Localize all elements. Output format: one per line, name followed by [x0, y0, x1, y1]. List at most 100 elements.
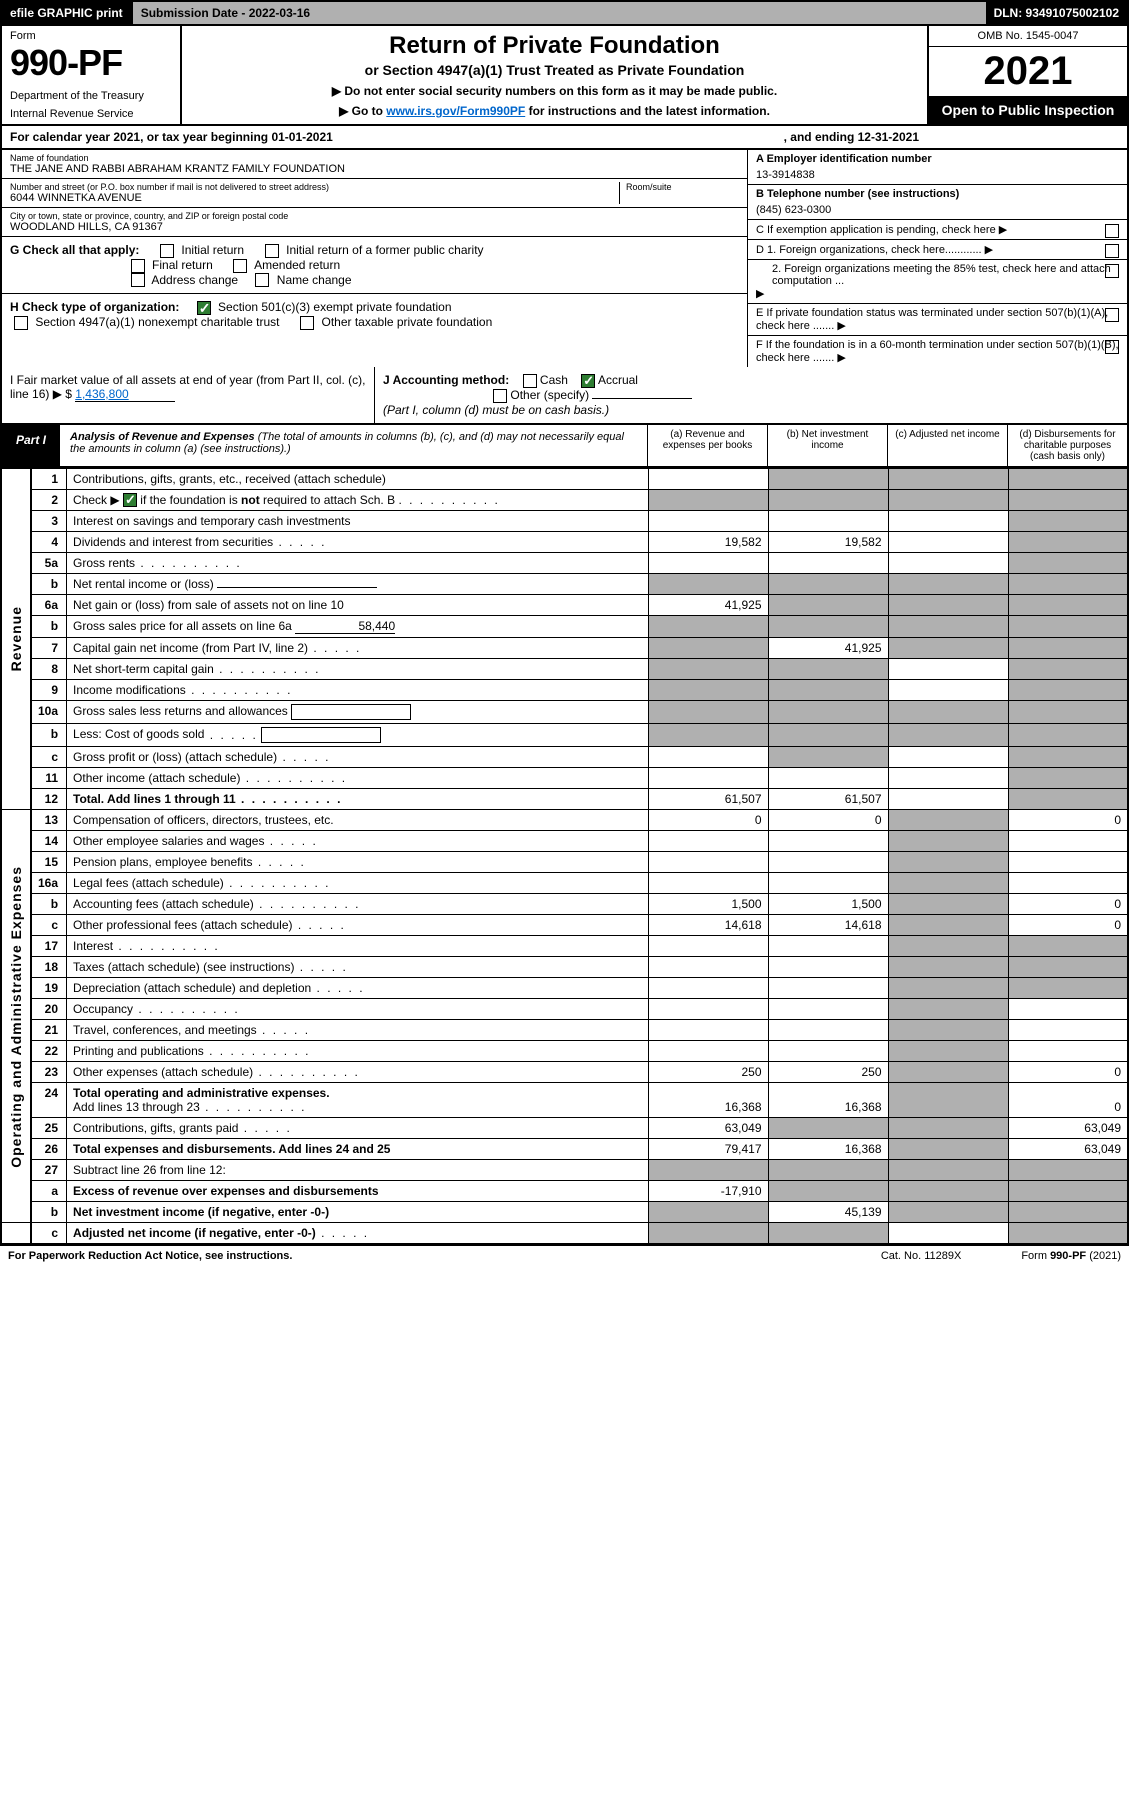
line-2: Check ▶ if the foundation is not require… — [67, 489, 648, 511]
d1-label: D 1. Foreign organizations, check here..… — [756, 244, 982, 256]
goto-note: ▶ Go to www.irs.gov/Form990PF for instru… — [194, 104, 915, 118]
line-25-text: Contributions, gifts, grants paid — [73, 1121, 238, 1135]
line-21: Travel, conferences, and meetings — [67, 1020, 648, 1041]
l26-b: 16,368 — [768, 1139, 888, 1160]
c-checkbox[interactable] — [1105, 224, 1119, 238]
omb-number: OMB No. 1545-0047 — [929, 26, 1127, 47]
name-change-checkbox[interactable] — [255, 273, 269, 287]
d2-label: 2. Foreign organizations meeting the 85%… — [756, 263, 1119, 287]
line-22: Printing and publications — [67, 1041, 648, 1062]
col-c-header: (c) Adjusted net income — [887, 425, 1007, 466]
form-number: 990-PF — [10, 42, 172, 84]
g-o3: Final return — [152, 258, 213, 272]
line-13: Compensation of officers, directors, tru… — [67, 810, 648, 831]
amended-return-checkbox[interactable] — [233, 259, 247, 273]
section-h: H Check type of organization: Section 50… — [2, 294, 747, 336]
501c3-checkbox[interactable] — [197, 301, 211, 315]
line-6a: Net gain or (loss) from sale of assets n… — [67, 595, 648, 616]
l26-d: 63,049 — [1008, 1139, 1128, 1160]
l27a-a: -17,910 — [648, 1181, 768, 1202]
room-label: Room/suite — [626, 182, 739, 192]
line-6b-text: Gross sales price for all assets on line… — [73, 619, 292, 633]
line-22-text: Printing and publications — [73, 1044, 204, 1058]
j-cash: Cash — [540, 373, 568, 387]
other-checkbox[interactable] — [493, 389, 507, 403]
form-word: Form — [10, 30, 172, 42]
l16b-a: 1,500 — [648, 894, 768, 915]
f-checkbox[interactable] — [1105, 340, 1119, 354]
line-18: Taxes (attach schedule) (see instruction… — [67, 957, 648, 978]
line-1: Contributions, gifts, grants, etc., rece… — [67, 468, 648, 489]
l12-b: 61,507 — [768, 789, 888, 810]
arrow-icon: ▶ — [999, 223, 1007, 236]
efile-label[interactable]: efile GRAPHIC print — [2, 2, 131, 24]
initial-former-checkbox[interactable] — [265, 244, 279, 258]
fmv-value[interactable]: 1,436,800 — [75, 387, 175, 402]
c-exemption-row: C If exemption application is pending, c… — [748, 220, 1127, 240]
l6b-val: 58,440 — [295, 619, 395, 634]
line-26: Total expenses and disbursements. Add li… — [67, 1139, 648, 1160]
form990pf-link[interactable]: www.irs.gov/Form990PF — [386, 104, 525, 118]
g-o5: Address change — [151, 273, 238, 287]
l12-a: 61,507 — [648, 789, 768, 810]
l16b-b: 1,500 — [768, 894, 888, 915]
final-return-checkbox[interactable] — [131, 259, 145, 273]
4947a1-checkbox[interactable] — [14, 316, 28, 330]
line-16b-text: Accounting fees (attach schedule) — [73, 897, 254, 911]
j-other: Other (specify) — [510, 388, 589, 402]
d1-checkbox[interactable] — [1105, 244, 1119, 258]
l7-b: 41,925 — [768, 638, 888, 659]
ssn-note: ▶ Do not enter social security numbers o… — [194, 84, 915, 98]
l13-a: 0 — [648, 810, 768, 831]
line-5b: Net rental income or (loss) — [67, 574, 648, 595]
tax-year: 2021 — [929, 47, 1127, 96]
name-label: Name of foundation — [10, 153, 739, 163]
l16c-a: 14,618 — [648, 915, 768, 936]
j-label: J Accounting method: — [383, 373, 509, 387]
line-9-text: Income modifications — [73, 683, 186, 697]
b-phone-label: B Telephone number (see instructions) — [756, 188, 1119, 200]
g-o2: Initial return of a former public charit… — [286, 243, 483, 257]
l16c-b: 14,618 — [768, 915, 888, 936]
dln-label: DLN: 93491075002102 — [986, 2, 1127, 24]
l13-d: 0 — [1008, 810, 1128, 831]
section-g: G Check all that apply: Initial return I… — [2, 237, 747, 294]
initial-return-checkbox[interactable] — [160, 244, 174, 258]
city-label: City or town, state or province, country… — [10, 211, 739, 221]
schb-checkbox[interactable] — [123, 493, 137, 507]
line-10a-text: Gross sales less returns and allowances — [73, 705, 288, 719]
foundation-name: THE JANE AND RABBI ABRAHAM KRANTZ FAMILY… — [10, 163, 739, 175]
line-12-text: Total. Add lines 1 through 11 — [73, 792, 236, 806]
g-label: G Check all that apply: — [10, 243, 139, 257]
identity-block: Name of foundation THE JANE AND RABBI AB… — [0, 150, 1129, 367]
accrual-checkbox[interactable] — [581, 374, 595, 388]
part1-label: Part I — [2, 425, 60, 466]
ein-value: 13-3914838 — [756, 169, 1119, 181]
a-ein-label-text: A Employer identification number — [756, 153, 932, 165]
col-d-header: (d) Disbursements for charitable purpose… — [1007, 425, 1127, 466]
arrow-icon: ▶ — [756, 287, 764, 300]
line-14: Other employee salaries and wages — [67, 831, 648, 852]
other-taxable-checkbox[interactable] — [300, 316, 314, 330]
line-6b: Gross sales price for all assets on line… — [67, 616, 648, 638]
l27b-b: 45,139 — [768, 1202, 888, 1223]
col-b-header: (b) Net investment income — [767, 425, 887, 466]
g-o6: Name change — [277, 273, 352, 287]
i-label: I Fair market value of all assets at end… — [10, 373, 365, 401]
h-o2: Section 4947(a)(1) nonexempt charitable … — [35, 315, 279, 329]
calendar-year-row: For calendar year 2021, or tax year begi… — [0, 126, 1129, 150]
line-16c: Other professional fees (attach schedule… — [67, 915, 648, 936]
e-checkbox[interactable] — [1105, 308, 1119, 322]
line-11: Other income (attach schedule) — [67, 768, 648, 789]
f-label: F If the foundation is in a 60-month ter… — [756, 339, 1119, 364]
h-label: H Check type of organization: — [10, 300, 179, 314]
line-9: Income modifications — [67, 680, 648, 701]
e-row: E If private foundation status was termi… — [748, 304, 1127, 336]
l25-d: 63,049 — [1008, 1118, 1128, 1139]
line-17: Interest — [67, 936, 648, 957]
arrow-icon: ▶ — [985, 243, 993, 256]
d2-checkbox[interactable] — [1105, 264, 1119, 278]
submission-date: Submission Date - 2022-03-16 — [131, 2, 318, 24]
address-change-checkbox[interactable] — [131, 273, 145, 287]
cash-checkbox[interactable] — [523, 374, 537, 388]
